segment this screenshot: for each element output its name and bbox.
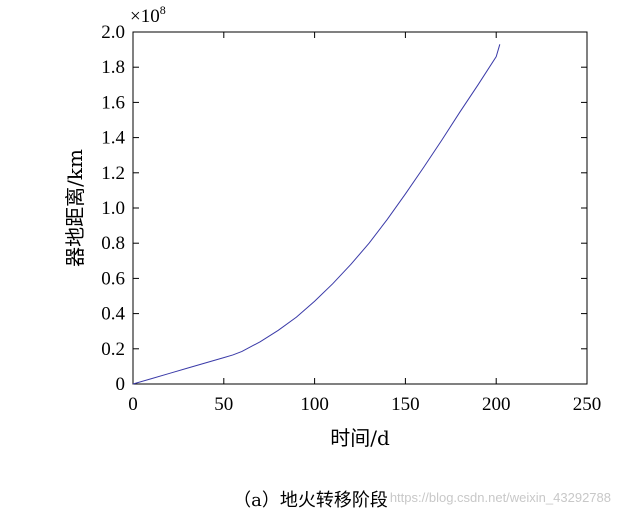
y-tick-label: 1.8 [101, 57, 125, 78]
chart: 0 0.2 0.4 0.6 0.8 1.0 1.2 1.4 1.6 1.8 2.0 0 50 100 15… [63, 3, 601, 450]
y-tick-label: 2.0 [101, 22, 125, 43]
x-tick-label: 50 [214, 394, 233, 415]
plot-frame [132, 31, 588, 385]
x-axis-title: 时间/d [330, 426, 390, 450]
y-axis-title: 器地距离/km [63, 149, 87, 267]
x-tick-label: 0 [128, 394, 138, 415]
y-tick-label: 0.2 [101, 339, 125, 360]
figure-caption: （a）地火转移阶段 [233, 490, 388, 511]
x-tick-label: 100 [300, 394, 329, 415]
y-tick-label: 0.8 [101, 233, 125, 254]
y-tick-label: 0.4 [101, 304, 125, 325]
y-multiplier-label: ×108 [130, 3, 166, 27]
x-tick-label: 200 [482, 394, 511, 415]
y-tick-label: 1.4 [101, 128, 125, 149]
y-tick-label: 1.0 [101, 198, 125, 219]
y-tick-label: 1.6 [101, 92, 125, 113]
y-tick-label: 1.2 [101, 163, 125, 184]
series-line [132, 44, 501, 385]
x-axis: 0 50 100 150 200 250 [128, 32, 601, 415]
y-axis: 0 0.2 0.4 0.6 0.8 1.0 1.2 1.4 1.6 1.8 2.0 [101, 22, 587, 395]
y-tick-label: 0 [116, 374, 126, 395]
x-tick-label: 250 [573, 394, 602, 415]
watermark: https://blog.csdn.net/weixin_43292788 [389, 490, 611, 505]
x-tick-label: 150 [391, 394, 420, 415]
y-tick-label: 0.6 [101, 268, 125, 289]
